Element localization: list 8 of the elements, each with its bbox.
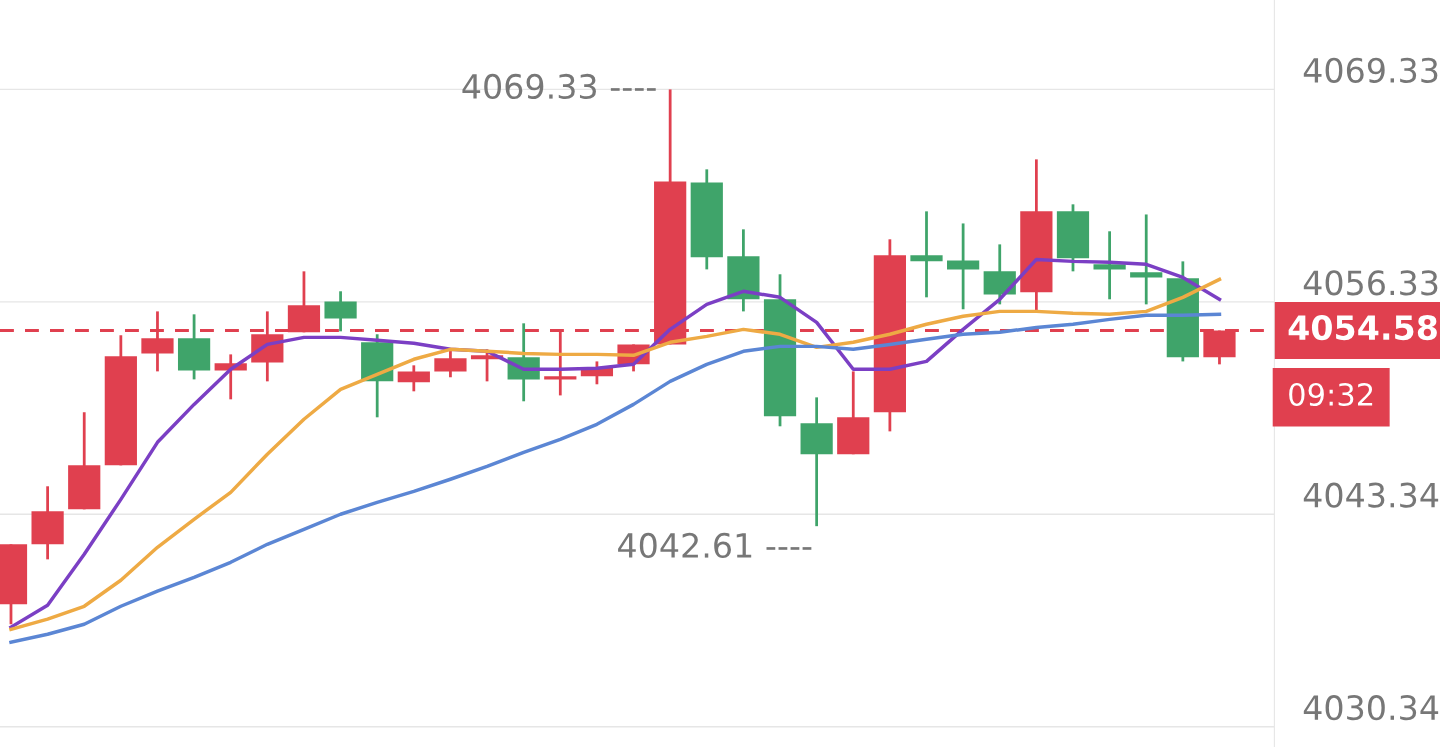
annotation: 4042.61 ----: [618, 532, 812, 559]
annotation: 4069.33 ----: [462, 73, 656, 100]
y-tick-label: 4043.34: [1303, 482, 1439, 508]
ref-line-label: 4054.58: [1288, 314, 1437, 341]
y-tick-label: 4030.34: [1303, 695, 1439, 721]
y-tick-label: 4056.33: [1303, 270, 1438, 296]
y-tick-label: 4069.33: [1303, 57, 1438, 83]
text: 09:32: [1289, 382, 1373, 407]
